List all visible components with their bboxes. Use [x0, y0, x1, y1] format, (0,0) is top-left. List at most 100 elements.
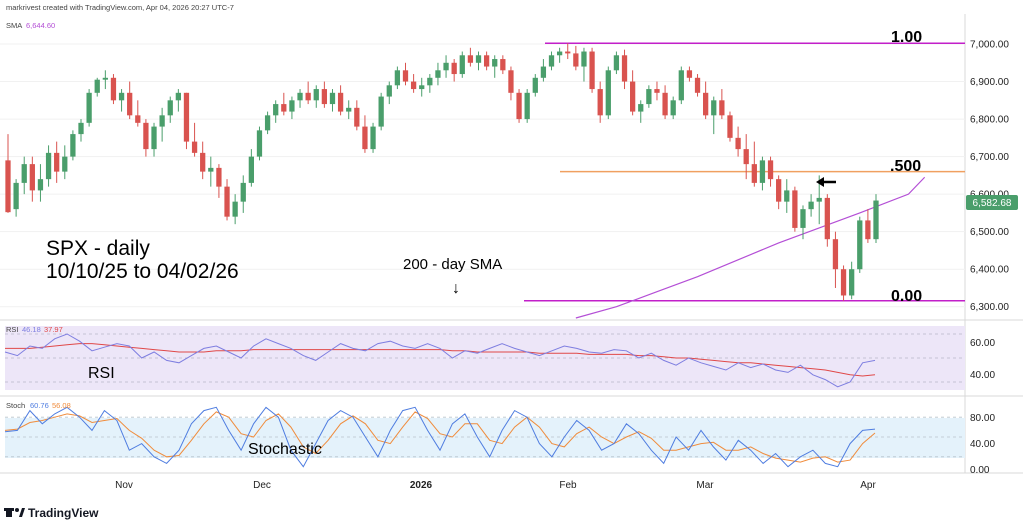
candle	[629, 70, 636, 116]
candle	[516, 89, 522, 123]
title-line-2: 10/10/25 to 04/02/26	[46, 260, 239, 283]
candle	[127, 81, 133, 120]
candle	[370, 122, 376, 153]
candle	[183, 92, 190, 150]
candle	[70, 130, 76, 161]
candle	[232, 194, 238, 225]
candle	[94, 77, 100, 97]
candle	[792, 186, 798, 232]
candle	[240, 175, 246, 213]
price-tick-label: 6,800.00	[970, 115, 1009, 126]
stoch-tick-0: 0.00	[970, 465, 990, 476]
candle	[281, 92, 287, 116]
candle	[402, 62, 409, 86]
candle	[849, 261, 855, 300]
candle	[216, 164, 222, 198]
candle	[78, 119, 84, 142]
candlesticks	[5, 43, 879, 301]
time-axis: Nov Dec 2026 Feb Mar Apr	[115, 480, 876, 491]
tradingview-logo-icon	[4, 508, 25, 517]
price-tick-label: 6,300.00	[970, 302, 1009, 313]
candle	[532, 74, 538, 97]
sma-legend-label: SMA	[6, 21, 22, 30]
stoch-legend-name: Stoch	[6, 401, 25, 410]
fib-label-top: 1.00	[891, 29, 922, 46]
candle	[54, 141, 60, 183]
candle	[784, 179, 790, 213]
candle	[378, 92, 384, 131]
candle	[719, 89, 725, 120]
time-tick-label: Mar	[696, 480, 714, 491]
candle	[467, 47, 474, 67]
fib-label-mid: .500	[890, 158, 921, 175]
stoch-legend-v2: 56.08	[52, 401, 71, 410]
candle	[135, 100, 141, 127]
time-tick-label: Dec	[253, 480, 271, 491]
candle	[508, 66, 514, 101]
candle	[224, 179, 230, 221]
candle	[305, 81, 311, 105]
candle	[832, 231, 839, 288]
price-tick-label: 6,500.00	[970, 227, 1009, 238]
candle	[573, 45, 579, 71]
candle	[759, 156, 766, 191]
candle	[102, 70, 108, 90]
candle	[451, 59, 457, 82]
candle	[500, 55, 506, 75]
candle	[670, 96, 676, 120]
stoch-tick-80: 80.00	[970, 413, 995, 424]
price-tick-label: 7,000.00	[970, 40, 1009, 51]
candle	[394, 66, 401, 90]
candle	[483, 51, 490, 71]
candle	[751, 141, 757, 187]
candle	[776, 175, 782, 210]
price-tick-label: 6,900.00	[970, 77, 1009, 88]
candle	[711, 96, 717, 135]
candle	[143, 119, 149, 157]
rsi-line	[4, 333, 876, 388]
candle	[354, 100, 360, 131]
sma-legend-value: 6,644.60	[26, 21, 55, 30]
candle	[743, 134, 749, 180]
candle	[167, 96, 173, 123]
candle	[686, 66, 693, 82]
sma-annotation: 200 - day SMA	[403, 256, 502, 273]
candle	[21, 156, 27, 195]
candle	[735, 126, 741, 157]
candle	[321, 81, 328, 108]
credit-text: markrivest created with TradingView.com,…	[6, 3, 234, 12]
rsi-panel-label: RSI	[88, 365, 115, 382]
stoch-k-line	[4, 406, 876, 468]
rsi-indicator	[4, 333, 965, 388]
candle	[362, 115, 368, 153]
rsi-legend-v2: 37.97	[44, 325, 63, 334]
rsi-ma-line	[5, 343, 876, 377]
candle	[386, 81, 392, 105]
current-price-text: 6,582.68	[973, 198, 1012, 209]
candle	[13, 179, 19, 217]
left-arrow-icon	[816, 177, 836, 187]
stoch-panel-label: Stochastic	[248, 441, 322, 458]
price-tick-label: 6,400.00	[970, 265, 1009, 276]
candle	[605, 66, 611, 120]
candle	[597, 81, 603, 123]
current-price-badge	[966, 195, 1018, 210]
time-tick-label: Apr	[860, 480, 876, 491]
sma-200-path	[575, 176, 926, 319]
candle	[273, 100, 279, 123]
rsi-tick-60: 60.00	[970, 338, 995, 349]
candle	[346, 100, 352, 120]
candle	[767, 156, 774, 187]
candle	[873, 194, 879, 243]
sma-200-line	[575, 176, 926, 319]
candle	[159, 107, 165, 142]
candle	[45, 145, 52, 187]
candle	[865, 209, 871, 243]
brand-text: TradingView	[28, 506, 99, 520]
candle	[200, 141, 206, 180]
rsi-legend-v1: 46.18	[22, 325, 41, 334]
candle	[548, 51, 555, 71]
candle	[662, 85, 668, 120]
stochastic-indicator	[4, 406, 965, 468]
